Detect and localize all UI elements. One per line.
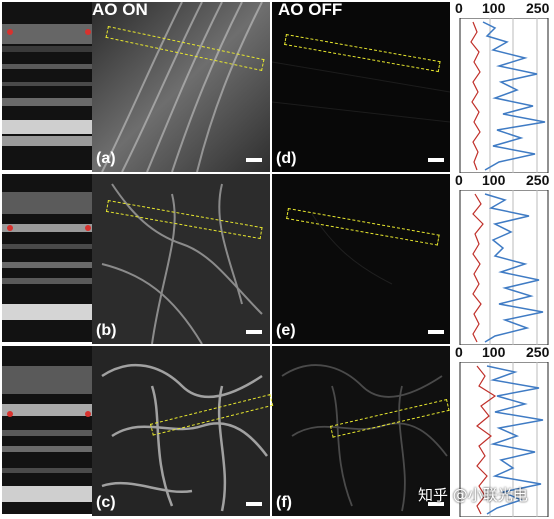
panel-label-a: (a)	[96, 150, 116, 167]
scale-bar	[428, 158, 444, 162]
panel-label-d: (d)	[276, 150, 297, 167]
panel-c-texture	[92, 346, 270, 516]
profile-3-tick-250: 250	[526, 344, 550, 360]
profile-2-tick-250: 250	[526, 172, 550, 188]
panel-f	[272, 346, 450, 516]
intensity-profile-3	[455, 362, 552, 517]
profile-2-tick-100: 100	[482, 172, 506, 188]
scale-bar	[246, 330, 262, 334]
scale-bar	[246, 502, 262, 506]
profile-2-tick-0: 0	[455, 172, 463, 188]
watermark-text: 知乎 @小联光电	[418, 486, 528, 504]
oct-bscan-2-layers	[2, 174, 92, 342]
panel-e	[272, 174, 450, 344]
column-title-ao-off: AO OFF	[278, 0, 343, 19]
scale-bar	[428, 502, 444, 506]
panel-b-texture	[92, 174, 270, 344]
profile-1-plot	[459, 18, 549, 173]
panel-a-texture	[92, 2, 270, 172]
red-marker	[7, 225, 13, 231]
profile-3-tick-0: 0	[455, 344, 463, 360]
scale-bar	[246, 158, 262, 162]
panel-d	[272, 2, 450, 172]
red-marker	[7, 29, 13, 35]
panel-d-texture	[272, 2, 450, 172]
panel-c	[92, 346, 270, 516]
panel-label-c: (c)	[96, 494, 116, 511]
oct-bscan-2	[2, 174, 92, 342]
profile-3-plot	[459, 362, 549, 517]
red-marker	[85, 29, 91, 35]
column-title-ao-on: AO ON	[92, 0, 148, 19]
profile-1-tick-0: 0	[455, 0, 463, 16]
panel-e-texture	[272, 174, 450, 344]
panel-label-f: (f)	[276, 494, 292, 511]
red-marker	[7, 411, 13, 417]
scale-bar	[428, 330, 444, 334]
profile-1-tick-250: 250	[526, 0, 550, 16]
red-marker	[85, 411, 91, 417]
red-marker	[85, 225, 91, 231]
oct-bscan-1-layers	[2, 2, 92, 170]
oct-bscan-1	[2, 2, 92, 170]
intensity-profile-1	[455, 18, 552, 173]
panel-a	[92, 2, 270, 172]
intensity-profile-2	[455, 190, 552, 345]
oct-bscan-3-layers	[2, 346, 92, 514]
oct-bscan-3	[2, 346, 92, 514]
panel-f-texture	[272, 346, 450, 516]
panel-label-e: (e)	[276, 322, 296, 339]
panel-b	[92, 174, 270, 344]
profile-1-tick-100: 100	[482, 0, 506, 16]
profile-2-plot	[459, 190, 549, 345]
profile-3-tick-100: 100	[482, 344, 506, 360]
panel-label-b: (b)	[96, 322, 117, 339]
